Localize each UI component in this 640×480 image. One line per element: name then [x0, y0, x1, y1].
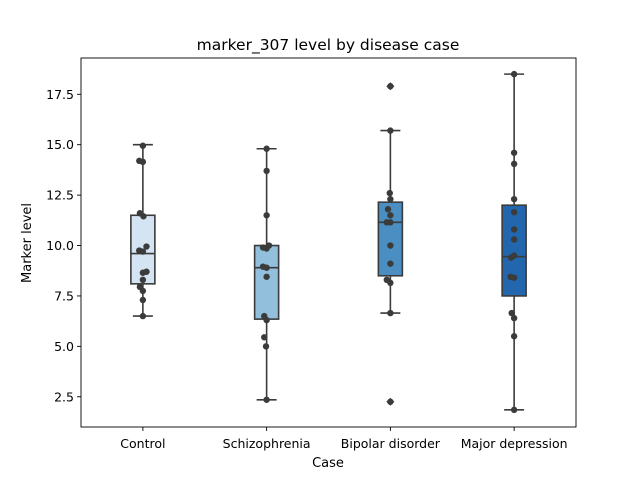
data-point — [510, 226, 518, 233]
box-group — [501, 70, 527, 414]
data-point — [136, 247, 143, 254]
data-point — [507, 273, 514, 280]
data-point — [510, 252, 518, 259]
data-point — [263, 212, 270, 219]
x-axis-title: Case — [312, 456, 344, 471]
y-tick-label: 12.5 — [46, 188, 74, 203]
data-point — [261, 312, 268, 320]
data-point — [383, 276, 390, 284]
y-tick-label: 7.5 — [54, 288, 74, 303]
y-axis-title: Marker level — [20, 203, 35, 283]
data-point — [263, 167, 270, 175]
x-axis: Control Schizophrenia Bipolar disorder Majo… — [120, 427, 568, 451]
data-point — [136, 283, 144, 291]
data-point — [510, 160, 518, 168]
data-point — [263, 145, 270, 152]
data-point — [510, 333, 518, 340]
data-point — [136, 210, 144, 217]
data-point — [136, 157, 143, 165]
y-tick-label: 17.5 — [46, 87, 74, 102]
y-tick-label: 10.0 — [46, 238, 74, 253]
data-point — [387, 309, 394, 317]
data-point — [259, 263, 267, 270]
data-point — [510, 195, 518, 203]
data-point — [139, 276, 147, 284]
data-point — [510, 70, 518, 78]
box-group — [130, 142, 156, 320]
data-point — [262, 343, 270, 350]
x-tick-label: Control — [120, 436, 165, 451]
data-point — [387, 242, 394, 249]
y-tick-label: 5.0 — [54, 339, 74, 354]
data-point — [387, 260, 394, 267]
data-point — [139, 312, 147, 320]
box-iqr — [253, 244, 280, 320]
x-tick-label: Major depression — [461, 436, 568, 451]
data-point — [386, 189, 393, 197]
data-point — [387, 212, 394, 219]
data-point — [265, 242, 273, 249]
data-point — [384, 206, 392, 213]
box-group — [377, 82, 404, 406]
data-point — [387, 127, 394, 134]
data-point — [510, 406, 518, 414]
data-point — [143, 268, 150, 275]
data-point — [510, 314, 518, 322]
x-tick-label: Schizophrenia — [223, 436, 311, 451]
data-point — [263, 273, 270, 280]
y-axis: 2.5 5.0 7.5 10.0 12.5 15.0 17.5 — [46, 87, 81, 404]
data-point — [508, 309, 515, 317]
data-point — [263, 396, 270, 403]
box-iqr — [501, 204, 527, 297]
plot-frame — [80, 57, 577, 428]
data-point — [510, 209, 518, 216]
chart-title: marker_307 level by disease case — [197, 36, 460, 55]
data-point — [387, 398, 394, 405]
data-point — [387, 83, 394, 90]
data-point — [143, 243, 150, 250]
data-point — [510, 149, 518, 156]
data-point — [139, 142, 147, 149]
y-tick-label: 15.0 — [46, 137, 74, 152]
data-point — [261, 334, 268, 341]
plot-area — [130, 70, 527, 414]
x-tick-label: Bipolar disorder — [341, 436, 441, 451]
box-group — [253, 145, 280, 403]
data-point — [139, 296, 147, 304]
data-point — [510, 236, 518, 243]
data-point — [387, 195, 394, 203]
data-point — [383, 219, 390, 226]
y-tick-label: 2.5 — [54, 389, 74, 404]
data-point — [259, 244, 267, 251]
